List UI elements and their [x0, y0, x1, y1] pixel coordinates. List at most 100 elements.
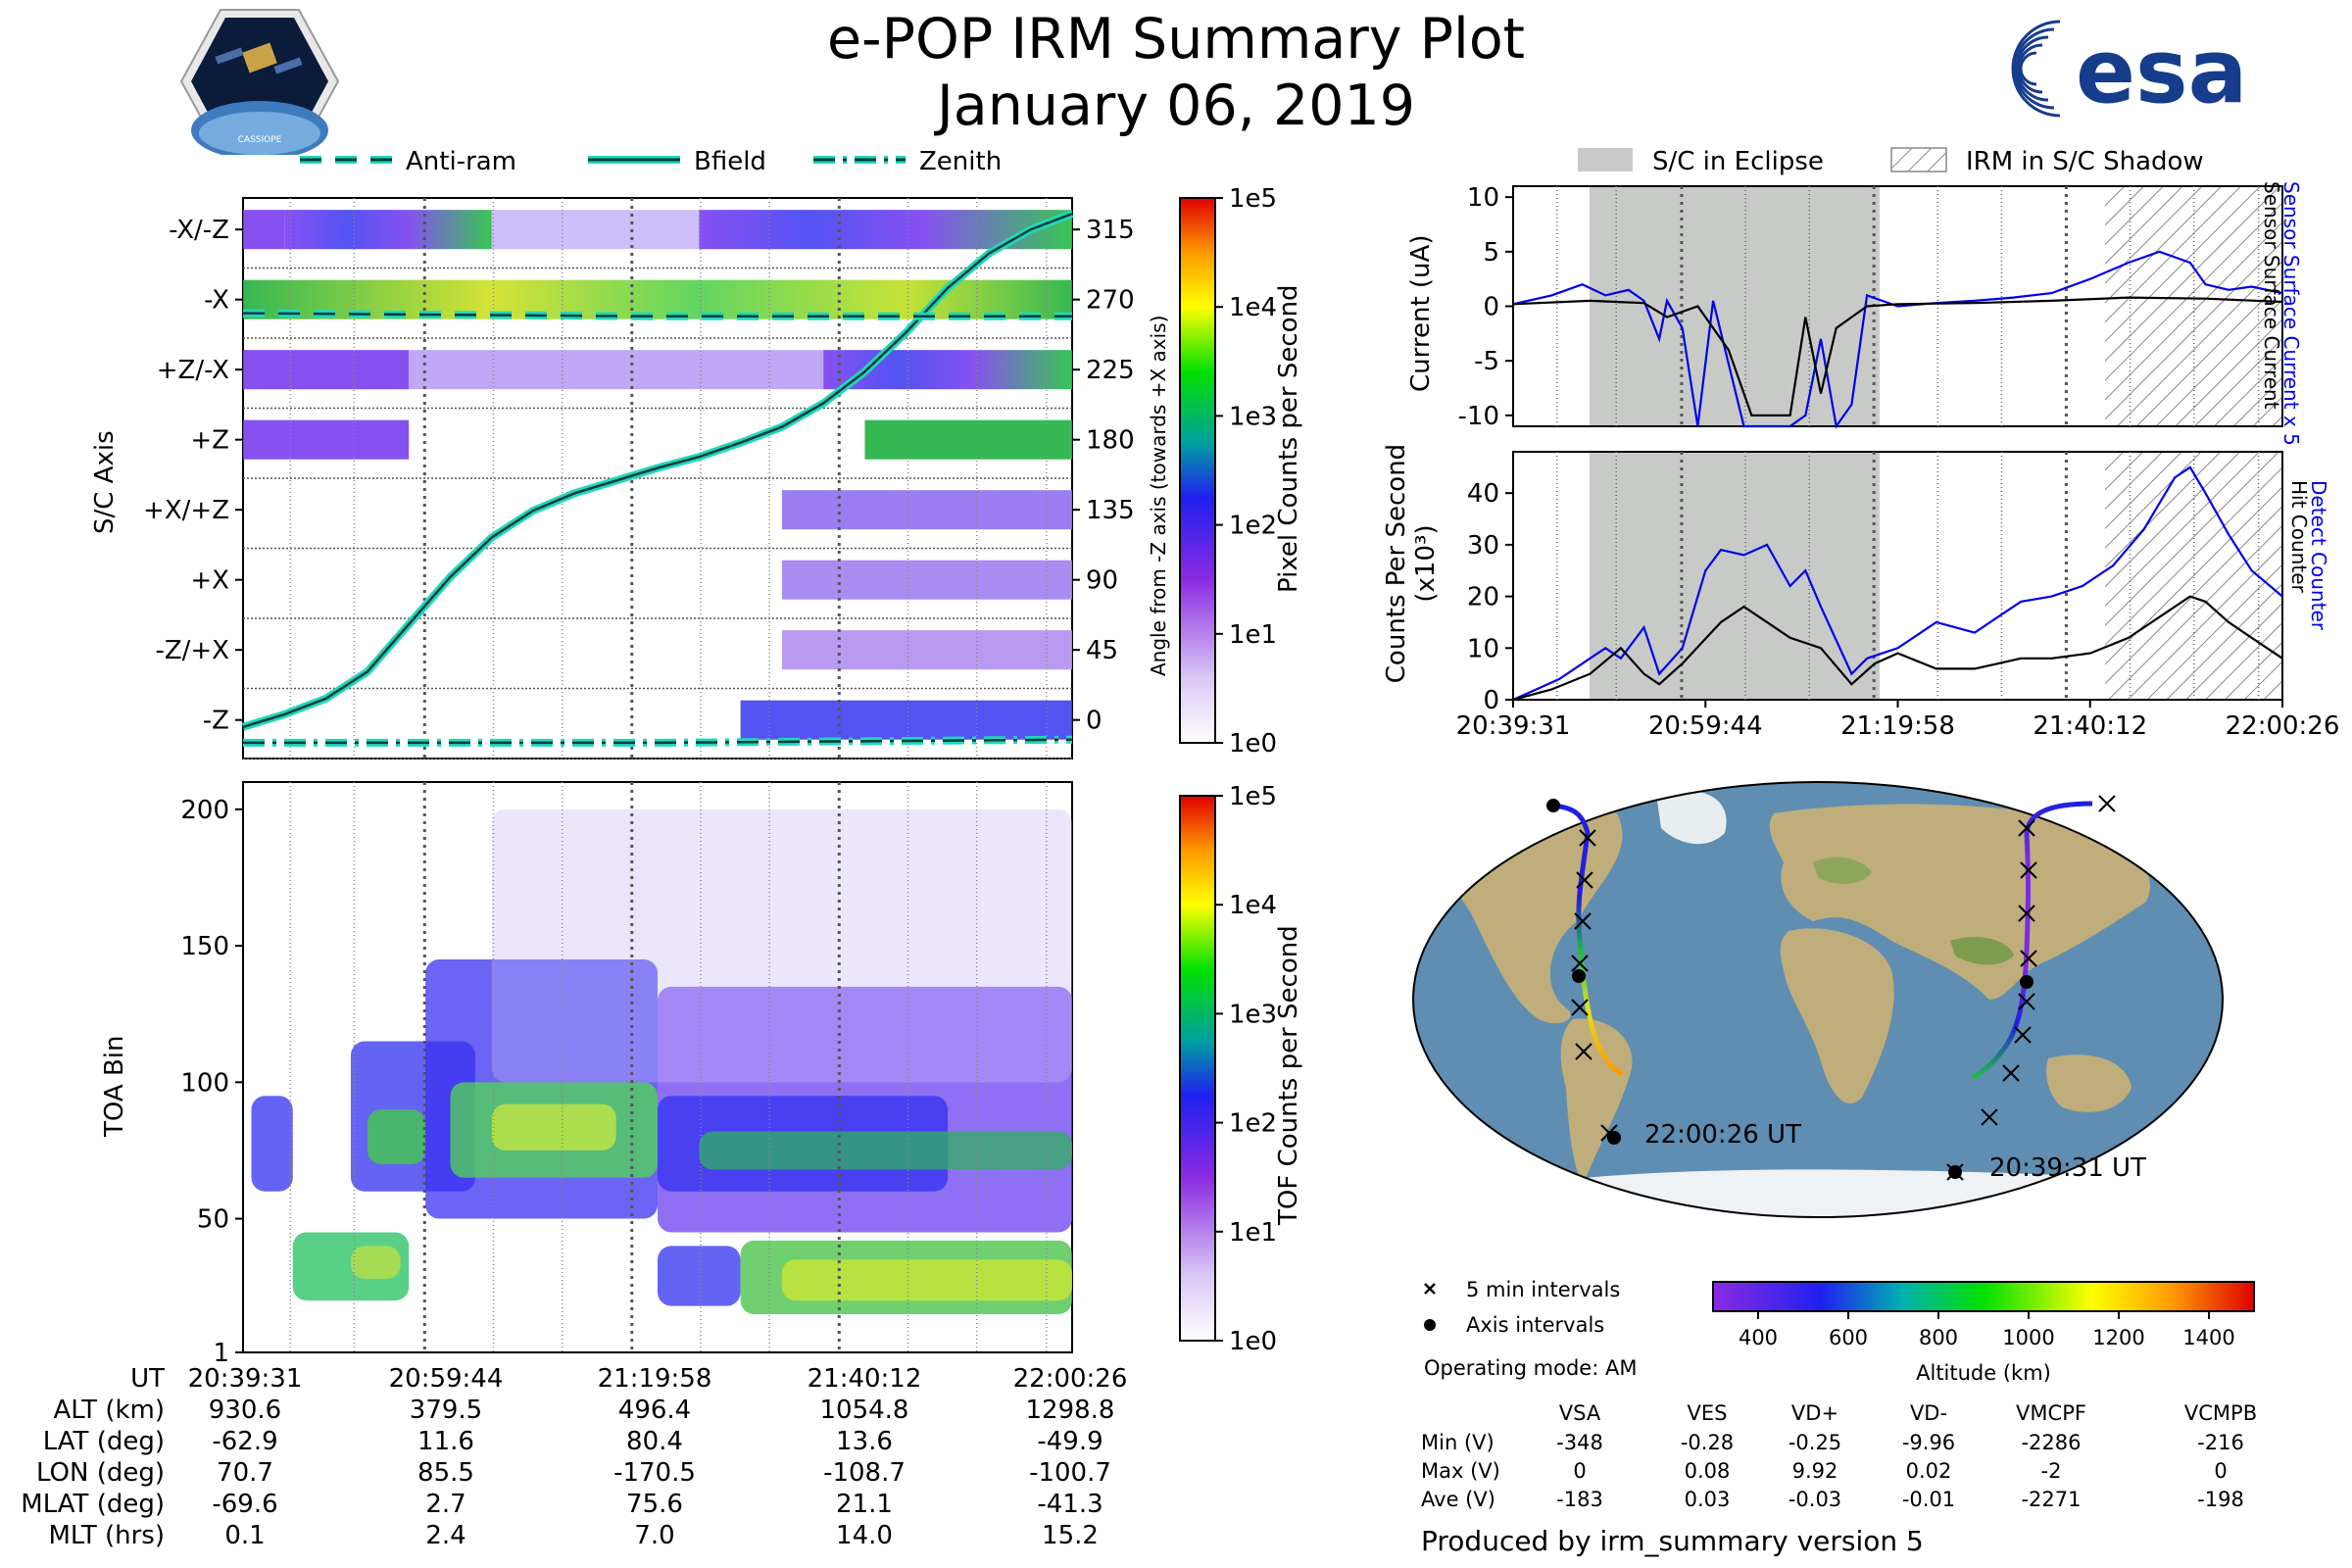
voltage-cell: 0.02 — [1905, 1459, 1952, 1483]
xaxis-row-label: UT — [130, 1364, 165, 1394]
map-cross-mark — [2018, 905, 2035, 922]
counts-xtick-label: 21:19:58 — [1840, 711, 1955, 740]
tof-colorbar-label: TOF Counts per Second — [1274, 925, 1303, 1225]
xaxis-cell: 20:39:31 — [187, 1364, 303, 1394]
xaxis-cell: 2.7 — [425, 1490, 466, 1519]
map-legend: 5 min intervals Axis intervals — [1424, 1278, 1620, 1337]
toa-ytick-label: 200 — [180, 796, 229, 825]
series-detect-counter — [1512, 466, 2283, 702]
legend-shadow-swatch — [1890, 147, 1947, 172]
legend-eclipse-swatch — [1578, 148, 1633, 172]
axis-rtick-label: 225 — [1086, 356, 1135, 385]
axis-band--Z-0 — [740, 700, 1072, 740]
toa-blob — [251, 1096, 293, 1192]
axis-rtick-label: 135 — [1086, 496, 1135, 525]
tof-colorbar-tick-label: 1e2 — [1229, 1109, 1277, 1139]
map-dot-mark — [1948, 1165, 1962, 1179]
map-australia — [2046, 1054, 2132, 1112]
map-africa — [1780, 928, 1894, 1103]
tof-colorbar-tick-label: 1e5 — [1229, 784, 1277, 811]
axis-series-zenith — [243, 738, 1073, 745]
voltage-cell: -0.03 — [1788, 1488, 1842, 1511]
map-cross-mark — [2020, 950, 2037, 967]
counts-xtick-label: 22:00:26 — [2226, 711, 2340, 740]
altitude-tick-label: 400 — [1739, 1326, 1778, 1349]
xaxis-cell: 80.4 — [626, 1427, 683, 1456]
map-track-left — [1552, 803, 1624, 1077]
xaxis-cell: 379.5 — [409, 1396, 483, 1425]
series-sensor-surface-current — [1512, 296, 2283, 416]
map-dot-mark — [1607, 1131, 1621, 1145]
xaxis-cell: -100.7 — [1029, 1458, 1111, 1488]
axis-band-+Z/-X-0 — [243, 350, 410, 390]
legend-shadow-label: IRM in S/C Shadow — [1966, 147, 2204, 176]
toa-ytick-label: 50 — [197, 1205, 229, 1235]
tof-colorbar-tick-label: 1e4 — [1229, 891, 1277, 920]
counts-xtick-label: 20:39:31 — [1456, 711, 1571, 740]
toa-heatmap-chart: 200 150 100 50 1 — [180, 781, 1073, 1362]
map-cross-mark — [1981, 1108, 1998, 1126]
map-cross-mark — [1571, 955, 1589, 972]
voltage-row-label: Ave (V) — [1421, 1488, 1495, 1511]
map-south-america — [1560, 1018, 1633, 1186]
axis-ytick-label: -Z — [203, 707, 229, 736]
altitude-tick-label: 800 — [1919, 1326, 1958, 1349]
altitude-tick-label: 600 — [1829, 1326, 1868, 1349]
xaxis-cell: -49.9 — [1037, 1427, 1103, 1456]
map-cross-mark — [2002, 1064, 2020, 1082]
counts-shadow-band — [2105, 453, 2281, 699]
voltage-cell: -216 — [2197, 1431, 2244, 1454]
current-shadow-band — [2105, 187, 2281, 425]
counts-right-label-2: Hit Counter — [2287, 480, 2311, 593]
axis-ytick-label: -X — [204, 286, 229, 316]
voltage-cell: -2286 — [2021, 1431, 2082, 1454]
map-cross-mark — [2020, 861, 2037, 879]
voltage-cell: -2 — [2040, 1459, 2062, 1483]
xaxis-cell: -108.7 — [823, 1458, 906, 1488]
axis-ytick-label: +Z — [190, 426, 229, 456]
xaxis-cell: -170.5 — [613, 1458, 696, 1488]
line-ytick-label: 0 — [1483, 293, 1499, 322]
voltage-header: VES — [1687, 1401, 1728, 1425]
xaxis-cell: -69.6 — [212, 1490, 278, 1519]
map-cross-mark — [1600, 1124, 1618, 1142]
voltage-cell: 9.92 — [1791, 1459, 1838, 1483]
map-cross-mark — [2018, 819, 2035, 837]
counts-chart: 40 30 20 10 0 20:39:31 20:59:44 21:19:58 21:40:… — [1456, 451, 2340, 740]
series-hit-counter — [1512, 595, 2283, 702]
xaxis-cell: 22:00:26 — [1012, 1364, 1128, 1394]
footer: Produced by irm_summary version 5 — [1421, 1525, 1924, 1557]
line-ytick-label: 20 — [1467, 583, 1499, 612]
pixel-colorbar-tick-label: 1e5 — [1229, 186, 1277, 214]
xaxis-cell: 13.6 — [836, 1427, 893, 1456]
voltage-header: VD+ — [1790, 1401, 1839, 1425]
line-ytick-label: 40 — [1467, 479, 1499, 509]
xaxis-cell: -62.9 — [212, 1427, 278, 1456]
xaxis-row-label: LON (deg) — [35, 1458, 165, 1488]
legend-anti-ram-label: Anti-ram — [406, 147, 516, 176]
axis-band-+Z/-X-1 — [409, 350, 824, 390]
toa-heatmap-bands — [251, 808, 1072, 1315]
axis-rtick-label: 0 — [1086, 707, 1102, 736]
page-date: January 06, 2019 — [936, 74, 1416, 138]
legend-axis-label: Axis intervals — [1466, 1313, 1604, 1337]
xaxis-cell: 21:19:58 — [597, 1364, 712, 1394]
xaxis-cell: 20:59:44 — [388, 1364, 504, 1394]
legend-five-min-label: 5 min intervals — [1466, 1278, 1620, 1301]
axis-ytick-label: +X — [190, 566, 229, 596]
pixel-colorbar-tick-label: 1e3 — [1229, 402, 1277, 431]
xaxis-cell: 930.6 — [208, 1396, 282, 1425]
voltage-cell: -0.01 — [1901, 1488, 1956, 1511]
pixel-colorbar-tick-label: 1e4 — [1229, 293, 1277, 322]
legend-cross-icon — [1424, 1283, 1436, 1295]
counts-xtick-label: 20:59:44 — [1648, 711, 1763, 740]
altitude-tick-label: 1000 — [2002, 1326, 2054, 1349]
line-ytick-label: 5 — [1483, 238, 1499, 268]
axis-heatmap-chart: -X/-Z -X +Z/-X +Z +X/+Z +X -Z/+X -Z 315 270 225 18… — [143, 197, 1135, 760]
axis-ytick-label: -X/-Z — [169, 216, 229, 245]
axis-band-+X/+Z-0 — [781, 490, 1072, 530]
axis-band--X/-Z-2 — [491, 210, 700, 250]
xaxis-cell: 15.2 — [1042, 1521, 1099, 1550]
line-ytick-label: 0 — [1483, 686, 1499, 715]
toa-blob — [350, 1246, 401, 1279]
